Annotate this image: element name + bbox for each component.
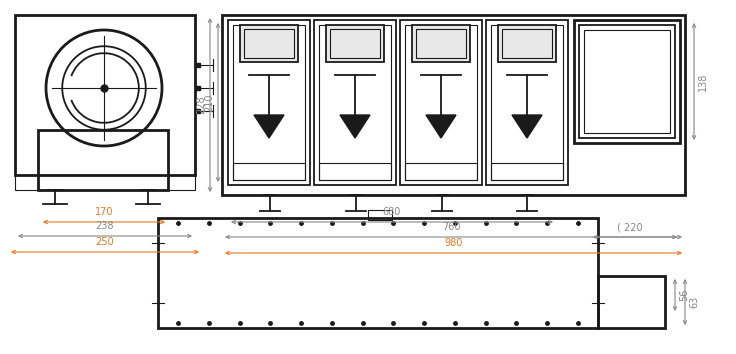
Text: 980: 980 <box>445 238 463 248</box>
Bar <box>412 25 470 62</box>
Bar <box>228 20 310 185</box>
Bar <box>314 20 396 185</box>
Text: 760: 760 <box>442 222 460 232</box>
Bar <box>15 15 195 175</box>
Bar <box>491 163 563 180</box>
Bar <box>502 29 552 58</box>
Text: 238: 238 <box>96 221 114 231</box>
Polygon shape <box>254 115 284 138</box>
Bar <box>416 29 466 58</box>
Bar <box>491 25 563 180</box>
Bar <box>326 25 384 62</box>
Bar <box>330 29 380 58</box>
Bar <box>319 25 391 180</box>
Bar <box>405 163 477 180</box>
Bar <box>233 163 305 180</box>
Bar <box>38 130 168 190</box>
Bar <box>158 218 598 328</box>
Text: 680: 680 <box>383 207 401 217</box>
Bar <box>579 25 675 138</box>
Text: 170: 170 <box>95 207 113 217</box>
Bar <box>598 276 665 328</box>
Bar <box>222 15 685 195</box>
Bar <box>584 30 670 133</box>
Text: 210: 210 <box>204 93 214 112</box>
Text: ( 220: ( 220 <box>618 222 643 232</box>
Bar <box>574 20 680 143</box>
Bar <box>405 25 477 180</box>
Bar <box>498 25 556 62</box>
Text: 56: 56 <box>679 289 689 301</box>
Polygon shape <box>512 115 542 138</box>
Bar <box>15 15 195 190</box>
Bar <box>244 29 294 58</box>
Bar <box>240 25 298 62</box>
Polygon shape <box>340 115 370 138</box>
Text: 138: 138 <box>698 72 708 91</box>
Text: 250: 250 <box>96 237 114 247</box>
Bar <box>400 20 482 185</box>
Bar <box>319 163 391 180</box>
Polygon shape <box>426 115 456 138</box>
Bar <box>486 20 568 185</box>
Text: 228: 228 <box>196 96 206 114</box>
Text: 63: 63 <box>689 296 699 308</box>
Bar <box>368 210 392 220</box>
Bar <box>233 25 305 180</box>
